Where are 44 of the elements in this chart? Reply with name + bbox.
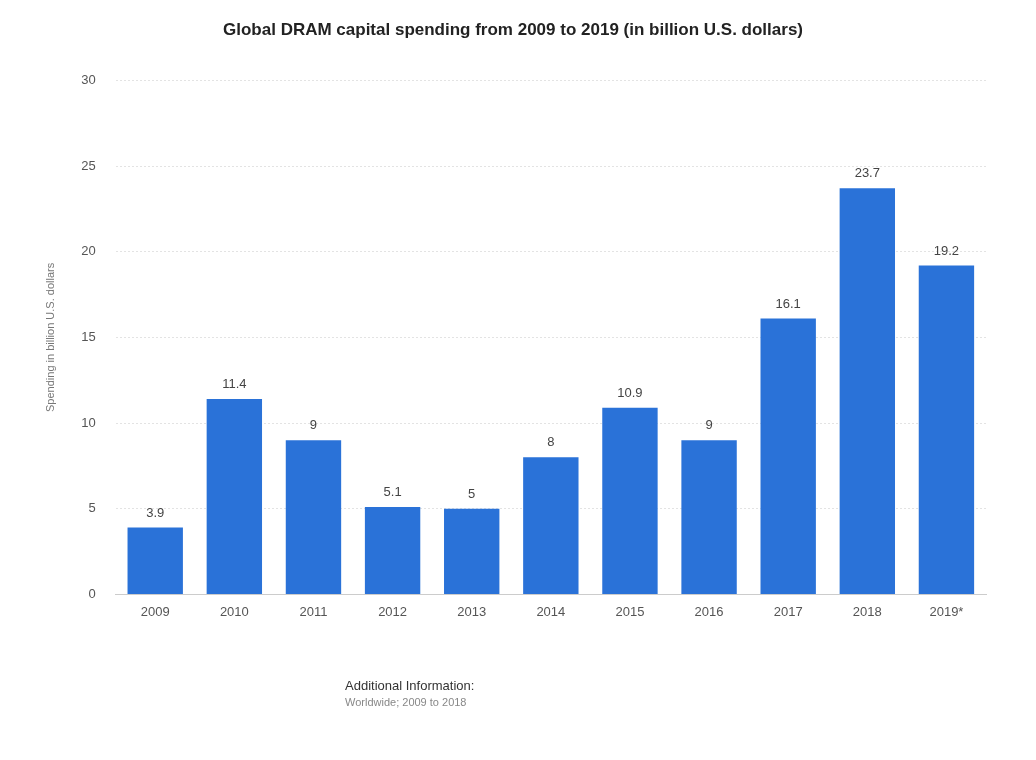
y-tick-label: 5 xyxy=(88,500,96,516)
data-label: 8 xyxy=(547,434,555,450)
x-tick-label: 2015 xyxy=(615,603,645,619)
x-tick-label: 2016 xyxy=(694,603,724,619)
y-axis-title: Spending in billion U.S. dollars xyxy=(43,262,56,412)
x-tick-label: 2019* xyxy=(929,603,964,619)
data-label: 3.9 xyxy=(146,504,165,520)
x-tick-label: 2018 xyxy=(852,603,882,619)
data-label: 10.9 xyxy=(617,384,643,400)
data-label: 19.2 xyxy=(933,242,960,258)
bar xyxy=(364,507,421,594)
bar xyxy=(681,440,737,594)
y-tick-label: 10 xyxy=(81,414,96,430)
y-tick-label: 30 xyxy=(81,71,96,87)
x-tick-label: 2012 xyxy=(378,603,408,619)
y-tick-label: 0 xyxy=(88,585,96,601)
x-tick-label: 2009 xyxy=(140,603,170,619)
y-tick-label: 25 xyxy=(81,157,96,173)
bar xyxy=(839,188,896,594)
text: Worldwide; 2009 to 2018 xyxy=(345,695,467,708)
x-tick-label: 2013 xyxy=(457,603,487,619)
bar xyxy=(602,407,658,594)
bar xyxy=(523,457,579,594)
y-tick-label: 15 xyxy=(81,328,96,344)
bar xyxy=(760,318,816,594)
text: Additional Information: xyxy=(345,678,475,694)
chart-title: Global DRAM capital spending from 2009 to 2019 (in billion U.S. dollars) xyxy=(223,19,803,39)
bar xyxy=(127,527,183,594)
data-label: 5.1 xyxy=(383,484,402,500)
x-tick-label: 2010 xyxy=(219,603,249,619)
bar xyxy=(444,508,500,594)
x-tick-label: 2011 xyxy=(299,603,328,619)
data-label: 23.7 xyxy=(854,165,880,181)
bar xyxy=(206,399,263,594)
data-label: 16.1 xyxy=(775,295,801,311)
bar xyxy=(285,440,342,594)
data-label: 9 xyxy=(705,417,713,433)
bar xyxy=(918,265,975,594)
data-label: 11.4 xyxy=(222,376,247,392)
y-tick-label: 20 xyxy=(81,243,96,259)
data-label: 5 xyxy=(468,485,476,501)
x-tick-label: 2017 xyxy=(773,603,803,619)
data-label: 9 xyxy=(309,417,318,433)
x-tick-label: 2014 xyxy=(536,603,566,619)
